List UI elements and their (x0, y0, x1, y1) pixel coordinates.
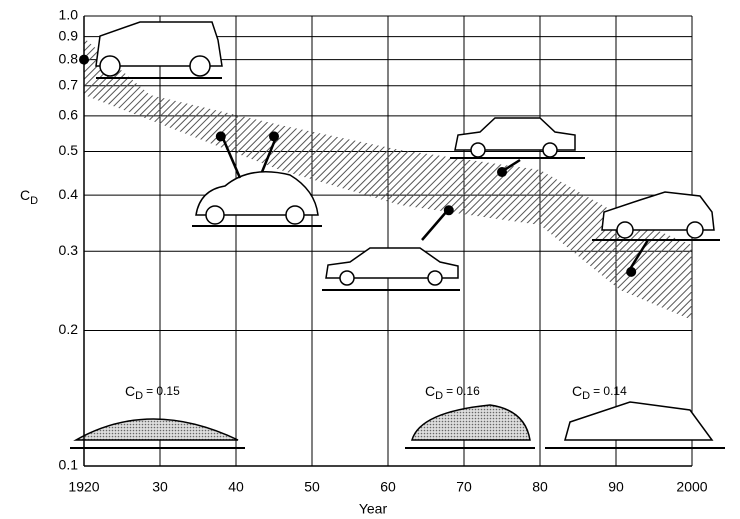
x-tick-label: 90 (608, 479, 624, 495)
y-tick-label: 0.7 (59, 76, 79, 92)
y-tick-label: 0.5 (59, 142, 79, 158)
x-tick-label: 30 (152, 479, 168, 495)
y-tick-label: 0.2 (59, 321, 79, 337)
data-point (444, 205, 454, 215)
x-tick-label: 2000 (676, 479, 707, 495)
annotation-subscript: D (582, 390, 590, 402)
data-point (269, 131, 279, 141)
annotation-subscript: D (435, 390, 443, 402)
y-tick-label: 0.9 (59, 27, 79, 43)
y-tick-label: 1.0 (59, 7, 79, 23)
x-tick-label: 40 (228, 479, 244, 495)
concept-cars (70, 402, 725, 448)
annotation-symbol: C (572, 383, 582, 399)
annotation: CD= 0.16 (425, 383, 480, 402)
x-tick-label: 80 (532, 479, 548, 495)
y-tick-label: 0.1 (59, 457, 79, 473)
y-tick-label: 0.8 (59, 50, 79, 66)
y-tick-label: 0.4 (59, 186, 79, 202)
data-point (79, 55, 89, 65)
car-1970s-a (450, 118, 585, 158)
x-axis-title: Year (359, 501, 388, 517)
chart: Year CD 0.10.20.30.40.50.60.70.80.91.019… (0, 0, 740, 519)
car-1930s (192, 172, 322, 226)
car-1960s (322, 248, 460, 290)
data-point (497, 167, 507, 177)
y-axis-title: CD (20, 187, 38, 207)
y-tick-label: 0.3 (59, 242, 79, 258)
annotation: CD= 0.15 (125, 383, 180, 402)
y-axis-subscript: D (30, 195, 38, 207)
annotation-subscript: D (135, 390, 143, 402)
annotation-text: = 0.14 (593, 384, 627, 398)
x-tick-label: 70 (456, 479, 472, 495)
x-tick-label: 60 (380, 479, 396, 495)
annotation: CD= 0.14 (572, 383, 627, 402)
data-point (216, 131, 226, 141)
annotation-text: = 0.15 (146, 384, 180, 398)
x-tick-label: 50 (304, 479, 320, 495)
y-tick-label: 0.6 (59, 107, 79, 123)
y-axis-symbol: C (20, 187, 30, 203)
data-point (626, 267, 636, 277)
annotation-symbol: C (125, 383, 135, 399)
annotation-symbol: C (425, 383, 435, 399)
car-1920s (96, 22, 222, 78)
annotation-text: = 0.16 (446, 384, 480, 398)
x-tick-label: 1920 (68, 479, 99, 495)
